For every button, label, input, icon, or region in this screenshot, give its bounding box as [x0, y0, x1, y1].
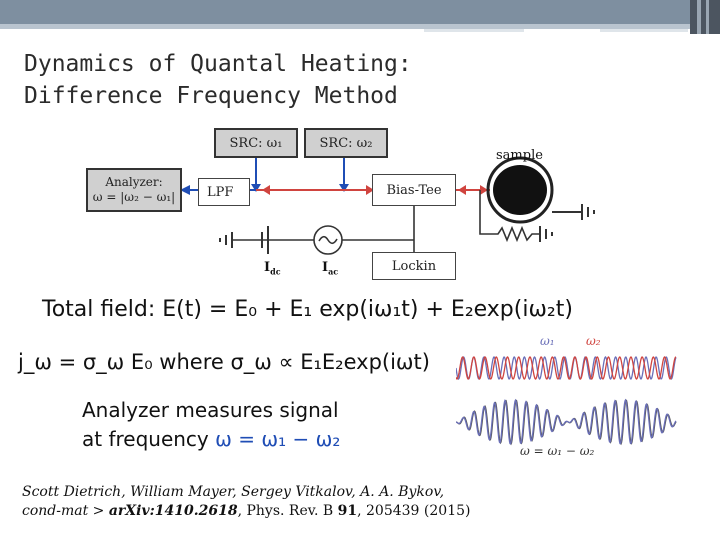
analyzer-formula: ω = |ω₂ − ω₁|	[92, 190, 176, 204]
source-omega1-box: SRC: ω₁	[214, 128, 298, 158]
analyzer-measures-line2: at frequency ω = ω₁ − ω₂	[82, 427, 341, 451]
beat-wave-overlay	[456, 398, 677, 445]
wave-illustration	[456, 356, 677, 446]
omega2-wave-label: ω₂	[586, 334, 601, 348]
iac-label: Iac	[322, 260, 339, 277]
sample-label: sample	[496, 148, 543, 163]
omega1-wave	[456, 356, 677, 380]
lockin-box: Lockin	[372, 252, 456, 280]
analyzer-box: Analyzer: ω = |ω₂ − ω₁|	[86, 168, 182, 212]
lpf-box: LPF	[198, 178, 250, 206]
total-field-equation: Total field: E(t) = E₀ + E₁ exp(iω₁t) + …	[42, 297, 573, 322]
citation-reference: cond-mat > arXiv:1410.2618, Phys. Rev. B…	[22, 503, 471, 519]
omega2-wave	[456, 356, 677, 380]
analyzer-frequency: ω = ω₁ − ω₂	[215, 427, 341, 451]
bias-tee-box: Bias-Tee	[372, 174, 456, 206]
title-line-1: Dynamics of Quantal Heating:	[24, 51, 412, 77]
title-line-2: Difference Frequency Method	[24, 83, 398, 109]
slide-title: Dynamics of Quantal Heating: Difference …	[24, 48, 412, 112]
difference-frequency-label: ω = ω₁ − ω₂	[520, 444, 595, 458]
top-decorative-bar	[0, 0, 720, 34]
citation: Scott Dietrich, William Mayer, Sergey Vi…	[22, 483, 470, 521]
current-equation: j_ω = σ_ω E₀ where σ_ω ∝ E₁E₂exp(iωt)	[18, 350, 430, 374]
citation-authors: Scott Dietrich, William Mayer, Sergey Vi…	[22, 484, 445, 500]
idc-label: Idc	[264, 260, 281, 277]
omega1-wave-label: ω₁	[540, 334, 555, 348]
analyzer-measures-line1: Analyzer measures signal	[82, 398, 339, 422]
circuit-diagram	[180, 156, 595, 255]
analyzer-label: Analyzer:	[105, 175, 163, 189]
source-omega2-box: SRC: ω₂	[304, 128, 388, 158]
